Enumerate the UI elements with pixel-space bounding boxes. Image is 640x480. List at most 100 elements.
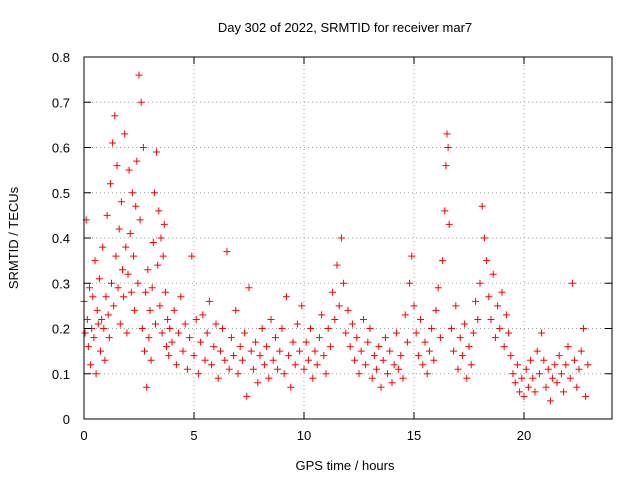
data-point: [115, 225, 123, 233]
data-point: [119, 266, 126, 274]
data-point: [571, 356, 579, 364]
data-point: [138, 325, 146, 332]
data-point: [126, 230, 134, 237]
data-point: [194, 370, 202, 378]
data-point: [113, 162, 121, 170]
data-point: [165, 352, 173, 360]
data-point: [148, 284, 156, 292]
data-point: [234, 370, 242, 378]
data-point: [304, 356, 312, 364]
data-point: [518, 374, 526, 382]
data-point: [329, 288, 337, 296]
data-point: [421, 338, 429, 346]
data-point: [156, 302, 164, 310]
data-point: [86, 284, 93, 292]
data-point: [335, 302, 343, 310]
data-point: [265, 374, 273, 382]
data-point: [117, 198, 125, 206]
data-point: [381, 334, 389, 342]
data-point: [375, 343, 383, 351]
data-point: [357, 347, 365, 355]
data-point: [441, 207, 449, 215]
data-point: [562, 361, 570, 369]
data-point: [529, 374, 537, 382]
data-point: [359, 316, 367, 323]
data-point: [498, 288, 506, 296]
data-point: [203, 329, 211, 337]
data-point: [269, 356, 277, 364]
data-point: [340, 279, 348, 287]
data-point: [320, 352, 328, 360]
data-point: [110, 302, 118, 310]
data-point: [146, 306, 154, 314]
data-point: [368, 374, 376, 382]
data-point: [89, 293, 97, 301]
data-point: [568, 279, 576, 287]
axis-ticks: [83, 56, 612, 420]
data-point: [144, 266, 152, 274]
data-point: [362, 361, 370, 369]
data-point: [353, 334, 361, 342]
data-point: [161, 288, 169, 296]
y-axis-label: SRMTID / TECUs: [6, 186, 21, 289]
data-point: [130, 252, 137, 260]
data-point: [584, 361, 592, 369]
x-tick-label: 15: [407, 428, 421, 443]
x-tick-label: 5: [190, 428, 197, 443]
data-point: [134, 279, 142, 287]
data-point: [147, 356, 155, 364]
data-point: [241, 329, 249, 337]
data-point: [483, 257, 491, 265]
data-point: [282, 293, 290, 301]
data-point: [141, 347, 148, 355]
data-point: [344, 306, 352, 314]
data-point: [364, 338, 372, 346]
data-point: [564, 343, 572, 351]
data-point: [293, 320, 301, 328]
data-point: [388, 379, 396, 387]
data-point: [520, 392, 528, 400]
data-point: [98, 316, 106, 323]
data-point: [450, 347, 458, 355]
data-point: [575, 365, 583, 373]
data-point: [513, 361, 521, 369]
data-point: [258, 325, 266, 332]
x-tick-label: 0: [80, 428, 87, 443]
data-point: [434, 284, 442, 292]
y-tick-label: 0: [63, 412, 70, 427]
y-tick-label: 0.6: [52, 141, 70, 156]
data-point: [104, 311, 112, 319]
data-point: [392, 329, 400, 337]
data-point: [92, 370, 100, 378]
data-point: [183, 365, 191, 373]
data-point: [307, 325, 315, 332]
data-point: [125, 166, 133, 174]
data-point: [154, 261, 162, 269]
data-point: [263, 343, 271, 351]
data-point: [410, 302, 418, 310]
data-point: [216, 347, 224, 355]
data-point: [540, 356, 548, 364]
data-point: [324, 325, 332, 332]
data-point: [111, 112, 119, 120]
data-point: [100, 325, 108, 332]
data-point: [491, 334, 499, 342]
data-point: [452, 302, 460, 310]
data-point: [168, 338, 176, 346]
data-point: [278, 325, 286, 332]
data-point: [267, 316, 275, 323]
data-point: [254, 379, 262, 387]
data-point: [152, 320, 159, 328]
data-point: [188, 252, 196, 260]
data-point: [342, 329, 350, 337]
data-point: [179, 347, 187, 355]
data-point: [322, 370, 330, 378]
data-point: [489, 270, 497, 278]
data-point: [256, 352, 264, 360]
data-point: [139, 144, 147, 151]
data-point: [287, 383, 295, 391]
data-point: [102, 293, 110, 301]
data-point: [390, 361, 398, 369]
data-point: [142, 288, 150, 296]
y-tick-label: 0.7: [52, 95, 70, 110]
